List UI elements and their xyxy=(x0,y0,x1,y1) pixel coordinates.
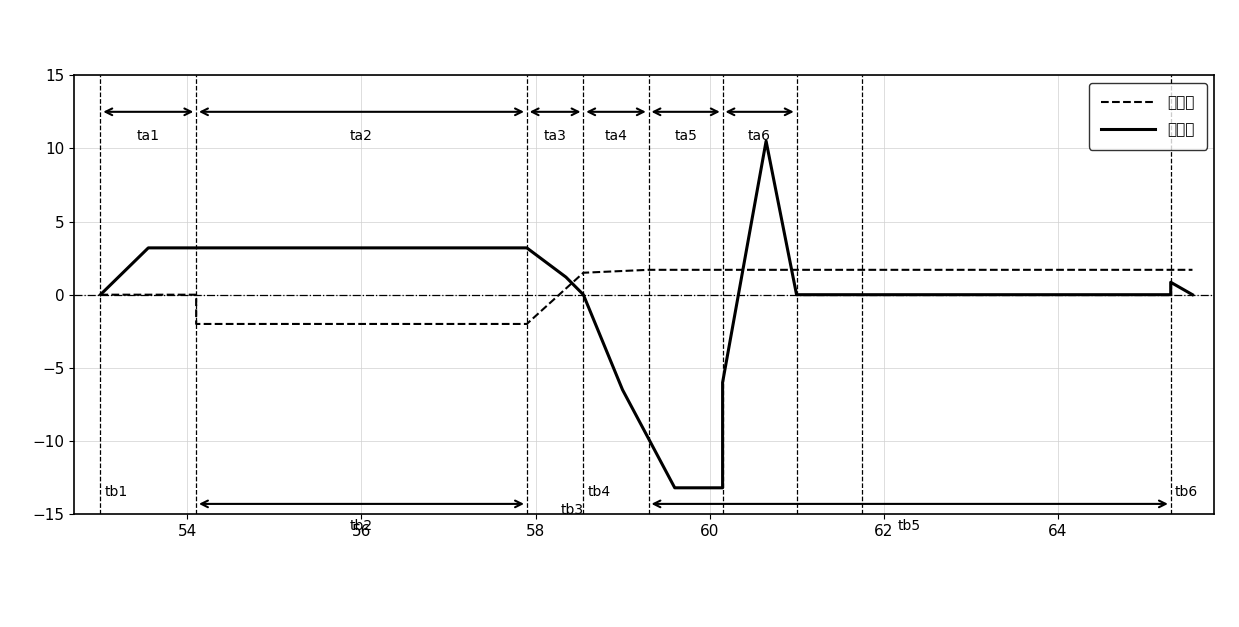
Text: tb2: tb2 xyxy=(349,519,373,532)
Text: ta2: ta2 xyxy=(351,129,373,144)
副曲线 xyxy=(188,320,203,328)
Text: ta6: ta6 xyxy=(748,129,771,144)
Line: 副曲线: 副曲线 xyxy=(100,270,1192,324)
主曲线 xyxy=(855,291,870,298)
主曲线 xyxy=(1163,278,1178,286)
主曲线 xyxy=(559,273,574,281)
主曲线 xyxy=(519,244,534,251)
Text: tb6: tb6 xyxy=(1175,485,1198,499)
Text: tb5: tb5 xyxy=(898,519,922,532)
Text: ta1: ta1 xyxy=(136,129,160,144)
主曲线 xyxy=(715,484,730,492)
Text: tb3: tb3 xyxy=(560,503,584,517)
副曲线 xyxy=(1184,266,1199,273)
主曲线 xyxy=(141,244,156,251)
副曲线 xyxy=(1163,266,1178,273)
副曲线 xyxy=(715,266,730,273)
主曲线 xyxy=(576,291,591,298)
副曲线 xyxy=(93,291,108,298)
Text: ta3: ta3 xyxy=(544,129,566,144)
主曲线 xyxy=(668,484,683,492)
Text: tb1: tb1 xyxy=(105,485,128,499)
副曲线 xyxy=(188,291,203,298)
副曲线 xyxy=(855,266,870,273)
主曲线 xyxy=(615,386,629,394)
主曲线 xyxy=(1163,291,1178,298)
副曲线 xyxy=(642,266,657,273)
主曲线 xyxy=(758,137,773,145)
Line: 主曲线: 主曲线 xyxy=(100,141,1192,488)
主曲线 xyxy=(715,379,730,386)
Text: ta4: ta4 xyxy=(605,129,627,144)
Legend: 副曲线, 主曲线: 副曲线, 主曲线 xyxy=(1089,83,1207,150)
副曲线 xyxy=(789,266,804,273)
副曲线 xyxy=(519,320,534,328)
主曲线 xyxy=(93,291,108,298)
Text: tb4: tb4 xyxy=(587,485,611,499)
主曲线 xyxy=(789,291,804,298)
主曲线 xyxy=(188,244,203,251)
副曲线 xyxy=(576,269,591,277)
主曲线 xyxy=(519,244,534,251)
Text: ta5: ta5 xyxy=(674,129,698,144)
副曲线 xyxy=(519,320,534,328)
主曲线 xyxy=(1184,291,1199,298)
主曲线 xyxy=(824,291,839,298)
